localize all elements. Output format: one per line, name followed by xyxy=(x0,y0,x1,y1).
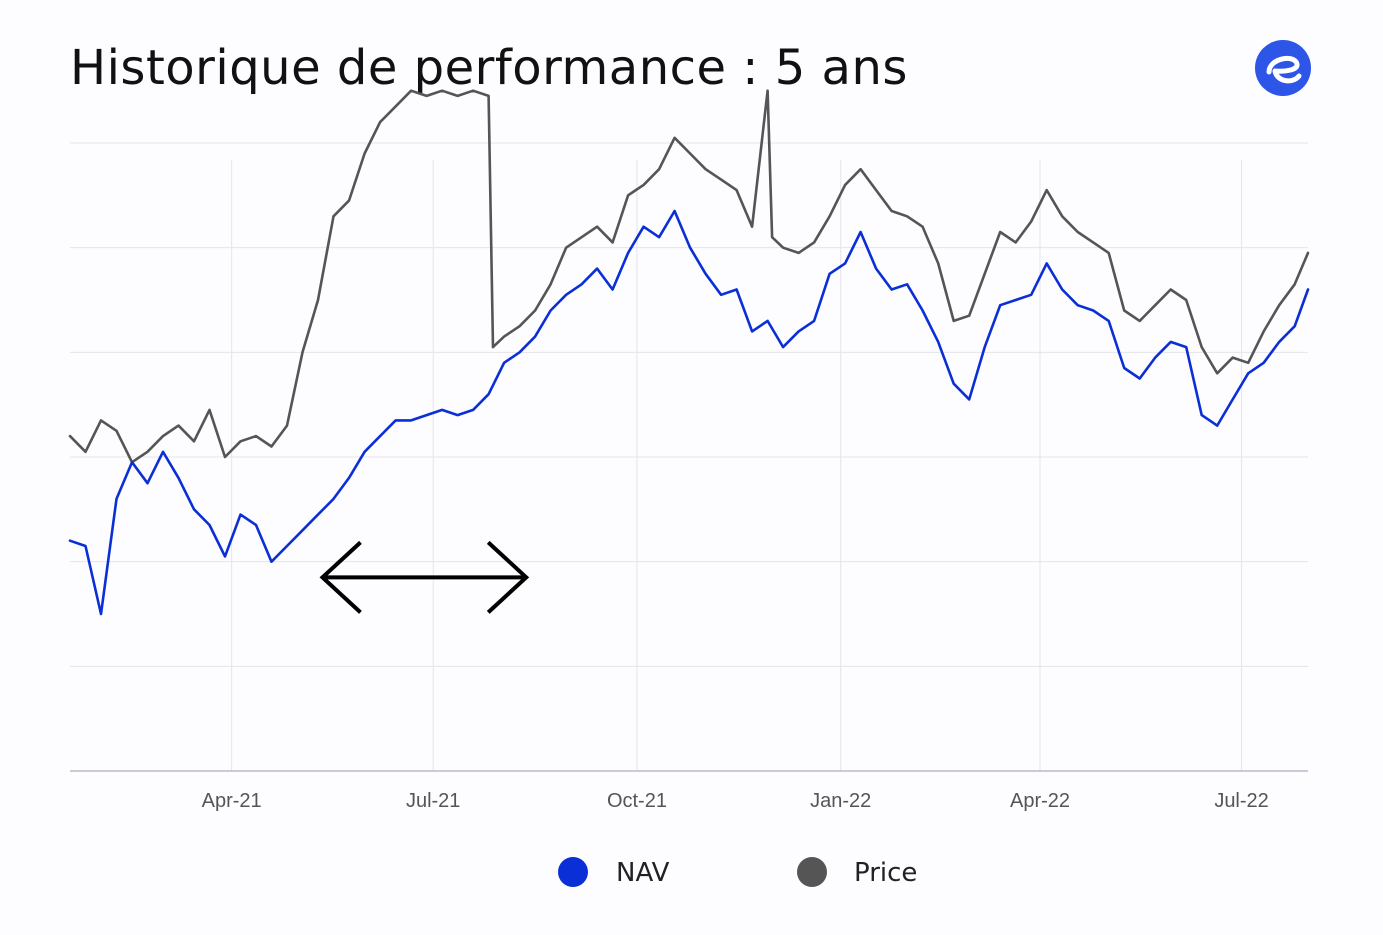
legend-swatch xyxy=(797,857,827,887)
double-arrow-icon xyxy=(319,540,530,614)
brand-logo-e xyxy=(1266,55,1302,84)
x-tick-label: Apr-21 xyxy=(202,790,262,812)
legend-swatch xyxy=(558,857,588,887)
brand-logo-icon xyxy=(1255,40,1311,96)
annotation-layer xyxy=(319,540,530,614)
chart-title: Historique de performance : 5 ans xyxy=(70,40,908,96)
x-tick-label: Jul-22 xyxy=(1214,790,1268,812)
legend: NAV Price xyxy=(558,857,917,888)
x-tick-label: Apr-22 xyxy=(1010,790,1070,812)
x-tick-label: Jul-21 xyxy=(406,790,460,812)
double-arrow-path xyxy=(319,540,530,614)
x-axis: Apr-21 Jul-21 Oct-21 Jan-22 Apr-22 Jul-22 xyxy=(70,770,1308,812)
legend-label: NAV xyxy=(616,858,670,888)
grid-lines xyxy=(70,142,1308,771)
x-tick-label: Oct-21 xyxy=(607,790,667,812)
series-line-nav xyxy=(68,209,1310,616)
x-tick-label: Jan-22 xyxy=(810,790,871,812)
legend-label: Price xyxy=(854,858,917,888)
legend-item-nav[interactable]: NAV xyxy=(558,857,670,888)
legend-item-price[interactable]: Price xyxy=(797,857,917,888)
series-line-price xyxy=(68,89,1310,464)
brand-logo-circle xyxy=(1255,40,1311,96)
series-layer xyxy=(68,89,1310,616)
